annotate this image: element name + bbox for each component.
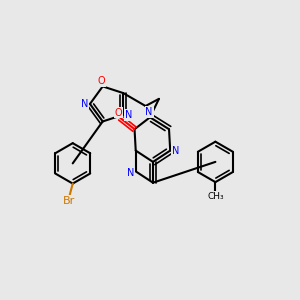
Text: N: N <box>146 107 153 117</box>
Text: N: N <box>172 146 179 156</box>
Text: Br: Br <box>62 196 75 206</box>
Text: N: N <box>81 99 88 109</box>
Text: N: N <box>125 110 132 120</box>
Text: N: N <box>127 168 134 178</box>
Text: O: O <box>98 76 105 86</box>
Text: O: O <box>115 108 123 118</box>
Text: CH₃: CH₃ <box>207 192 224 201</box>
